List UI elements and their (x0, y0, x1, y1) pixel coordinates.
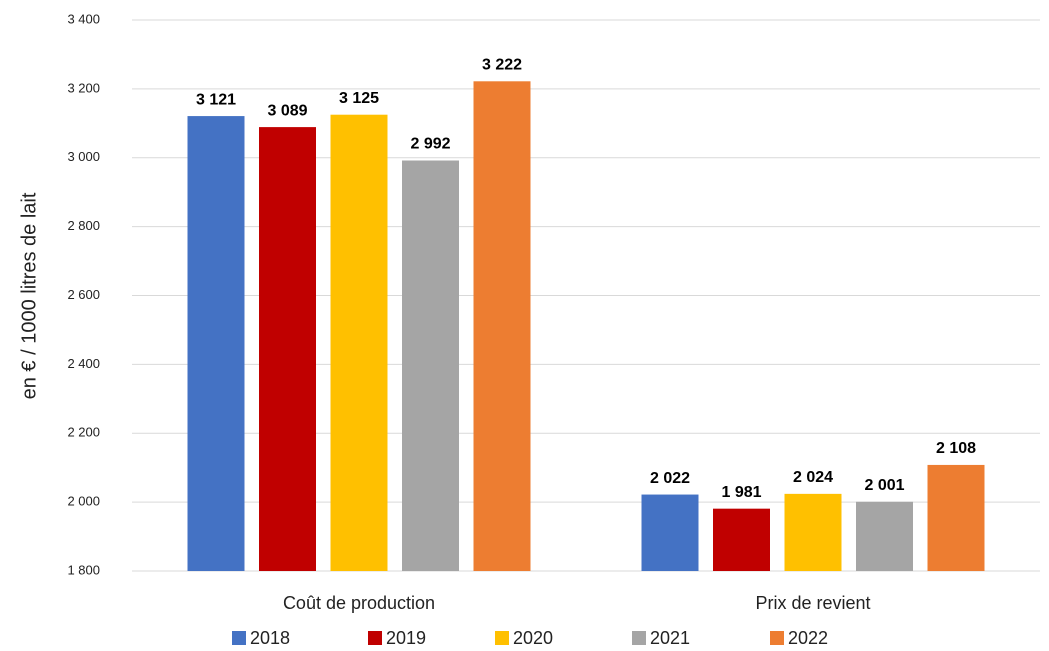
data-label: 2 108 (936, 440, 976, 457)
bar (330, 114, 388, 571)
bar (713, 508, 770, 571)
legend-label: 2020 (513, 628, 553, 648)
data-label: 2 022 (650, 470, 690, 487)
bar (259, 127, 316, 572)
y-tick-label: 2 800 (67, 218, 100, 233)
data-label: 3 222 (482, 57, 522, 74)
bar (402, 160, 459, 571)
bar (784, 493, 842, 571)
legend-label: 2019 (386, 628, 426, 648)
bar (641, 494, 699, 571)
y-axis-label: en € / 1000 litres de lait (18, 192, 40, 399)
y-tick-label: 3 000 (67, 149, 100, 164)
x-tick-label: Coût de production (283, 593, 435, 613)
legend-swatch (368, 631, 382, 645)
bar (856, 501, 913, 571)
y-tick-label: 2 200 (67, 425, 100, 440)
legend-label: 2018 (250, 628, 290, 648)
data-label: 2 992 (410, 136, 450, 153)
data-label: 3 121 (196, 91, 236, 108)
y-tick-label: 2 600 (67, 287, 100, 302)
y-tick-label: 2 000 (67, 494, 100, 509)
y-tick-label: 3 400 (67, 11, 100, 26)
legend-swatch (770, 631, 784, 645)
bar (473, 81, 531, 571)
legend-swatch (632, 631, 646, 645)
data-label: 3 089 (267, 102, 307, 119)
data-label: 3 125 (339, 90, 379, 107)
y-tick-label: 1 800 (67, 562, 100, 577)
data-label: 2 001 (864, 477, 904, 494)
legend-label: 2021 (650, 628, 690, 648)
y-tick-label: 2 400 (67, 356, 100, 371)
y-tick-label: 3 200 (67, 80, 100, 95)
legend-swatch (495, 631, 509, 645)
bar (187, 116, 245, 571)
legend-swatch (232, 631, 246, 645)
legend-label: 2022 (788, 628, 828, 648)
x-tick-label: Prix de revient (755, 593, 870, 613)
data-label: 1 981 (721, 484, 761, 501)
bar (927, 464, 985, 571)
data-label: 2 024 (793, 469, 833, 486)
